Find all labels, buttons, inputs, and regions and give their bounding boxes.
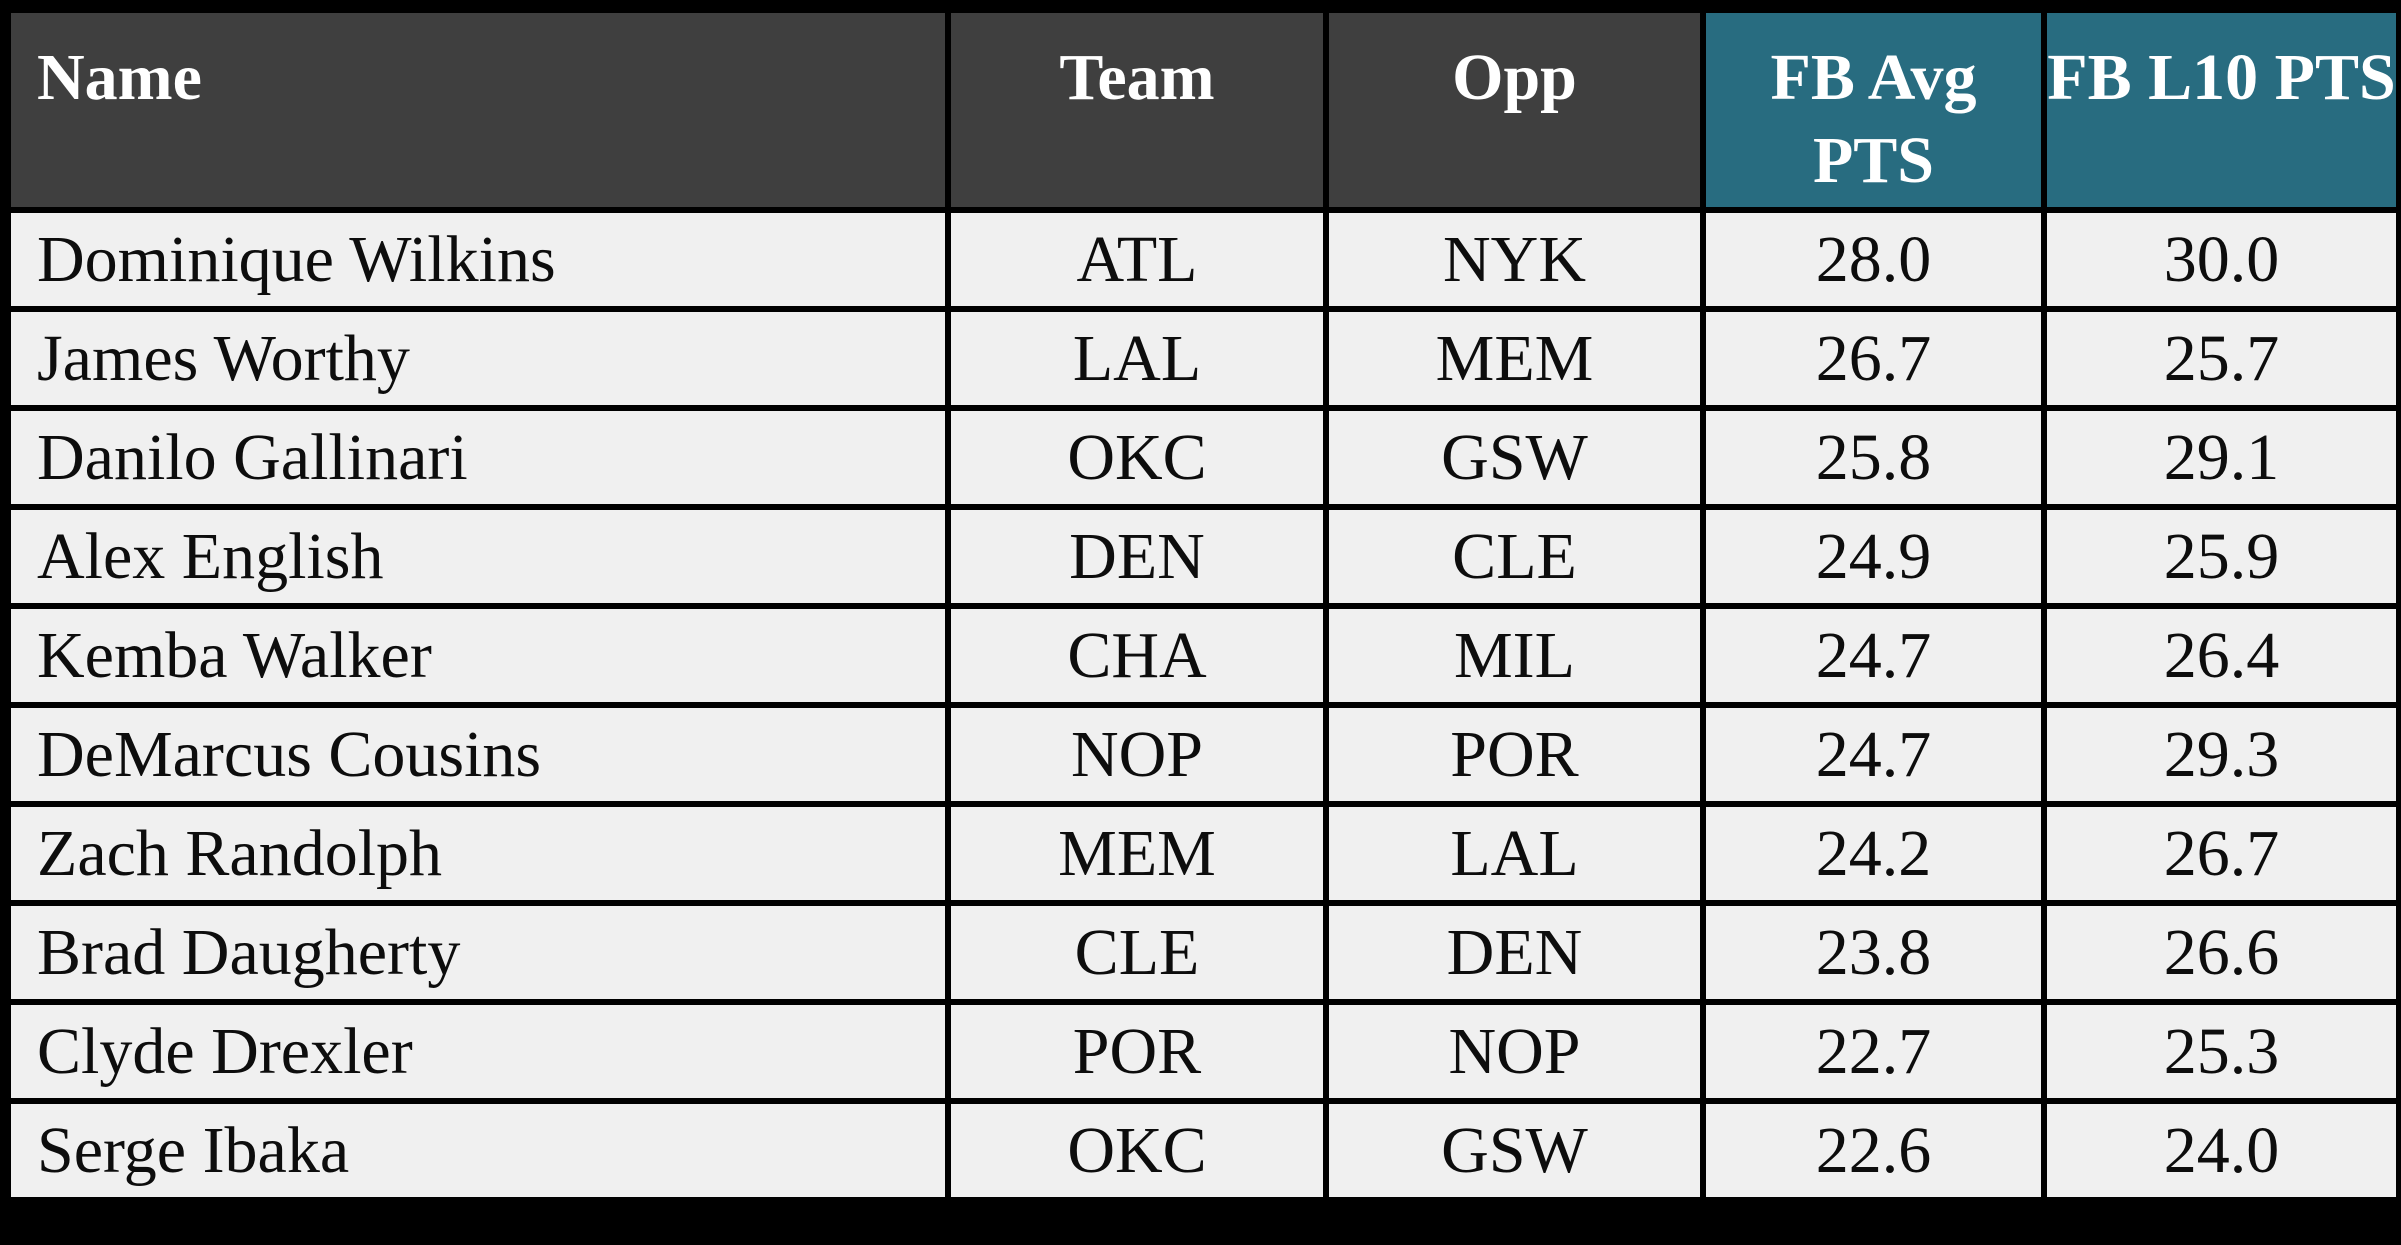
opp-cell: CLE bbox=[1323, 504, 1706, 609]
fb-l10-pts-cell: 25.7 bbox=[2041, 306, 2401, 411]
fb-avg-pts-cell: 26.7 bbox=[1700, 306, 2047, 411]
fb-avg-pts-cell: 28.0 bbox=[1700, 207, 2047, 312]
opp-cell: DEN bbox=[1323, 900, 1706, 1005]
opp-cell: POR bbox=[1323, 702, 1706, 807]
fb-l10-pts-cell: 24.0 bbox=[2041, 1098, 2401, 1203]
player-stats-table: Name Team Opp FB Avg PTS FB L10 PTS Domi… bbox=[5, 7, 2401, 1203]
team-cell: ATL bbox=[945, 207, 1329, 312]
fb-avg-pts-cell: 22.6 bbox=[1700, 1098, 2047, 1203]
table-row: Danilo Gallinari OKC GSW 25.8 29.1 bbox=[5, 405, 2401, 510]
column-header-team: Team bbox=[945, 7, 1329, 213]
fb-l10-pts-cell: 26.7 bbox=[2041, 801, 2401, 906]
table-row: Clyde Drexler POR NOP 22.7 25.3 bbox=[5, 999, 2401, 1104]
table-row: Dominique Wilkins ATL NYK 28.0 30.0 bbox=[5, 207, 2401, 312]
fb-l10-pts-cell: 25.3 bbox=[2041, 999, 2401, 1104]
fb-l10-pts-cell: 26.4 bbox=[2041, 603, 2401, 708]
opp-cell: MEM bbox=[1323, 306, 1706, 411]
table-row: Alex English DEN CLE 24.9 25.9 bbox=[5, 504, 2401, 609]
opp-cell: NOP bbox=[1323, 999, 1706, 1104]
opp-cell: GSW bbox=[1323, 405, 1706, 510]
player-name-cell: Danilo Gallinari bbox=[5, 405, 951, 510]
player-name-cell: Alex English bbox=[5, 504, 951, 609]
player-name-cell: Kemba Walker bbox=[5, 603, 951, 708]
team-cell: DEN bbox=[945, 504, 1329, 609]
team-cell: NOP bbox=[945, 702, 1329, 807]
table-row: DeMarcus Cousins NOP POR 24.7 29.3 bbox=[5, 702, 2401, 807]
table-row: Kemba Walker CHA MIL 24.7 26.4 bbox=[5, 603, 2401, 708]
fb-avg-pts-cell: 24.7 bbox=[1700, 603, 2047, 708]
team-cell: LAL bbox=[945, 306, 1329, 411]
fb-avg-pts-cell: 24.7 bbox=[1700, 702, 2047, 807]
header-row: Name Team Opp FB Avg PTS FB L10 PTS bbox=[5, 7, 2401, 213]
table-row: Brad Daugherty CLE DEN 23.8 26.6 bbox=[5, 900, 2401, 1005]
player-name-cell: Brad Daugherty bbox=[5, 900, 951, 1005]
player-name-cell: Serge Ibaka bbox=[5, 1098, 951, 1203]
table-row: Zach Randolph MEM LAL 24.2 26.7 bbox=[5, 801, 2401, 906]
team-cell: OKC bbox=[945, 1098, 1329, 1203]
table-row: Serge Ibaka OKC GSW 22.6 24.0 bbox=[5, 1098, 2401, 1203]
column-header-fb-l10-pts: FB L10 PTS bbox=[2041, 7, 2401, 213]
fb-l10-pts-cell: 25.9 bbox=[2041, 504, 2401, 609]
fb-avg-pts-cell: 23.8 bbox=[1700, 900, 2047, 1005]
fb-avg-pts-cell: 24.9 bbox=[1700, 504, 2047, 609]
opp-cell: MIL bbox=[1323, 603, 1706, 708]
fb-l10-pts-cell: 26.6 bbox=[2041, 900, 2401, 1005]
team-cell: OKC bbox=[945, 405, 1329, 510]
team-cell: POR bbox=[945, 999, 1329, 1104]
player-name-cell: DeMarcus Cousins bbox=[5, 702, 951, 807]
opp-cell: LAL bbox=[1323, 801, 1706, 906]
team-cell: CHA bbox=[945, 603, 1329, 708]
player-name-cell: Clyde Drexler bbox=[5, 999, 951, 1104]
fb-avg-pts-cell: 22.7 bbox=[1700, 999, 2047, 1104]
opp-cell: GSW bbox=[1323, 1098, 1706, 1203]
player-name-cell: Zach Randolph bbox=[5, 801, 951, 906]
column-header-name: Name bbox=[5, 7, 951, 213]
player-stats-table-container: Name Team Opp FB Avg PTS FB L10 PTS Domi… bbox=[5, 7, 2401, 1203]
team-cell: CLE bbox=[945, 900, 1329, 1005]
fb-l10-pts-cell: 29.1 bbox=[2041, 405, 2401, 510]
column-header-fb-avg-pts: FB Avg PTS bbox=[1700, 7, 2047, 213]
player-name-cell: James Worthy bbox=[5, 306, 951, 411]
player-name-cell: Dominique Wilkins bbox=[5, 207, 951, 312]
fb-avg-pts-cell: 24.2 bbox=[1700, 801, 2047, 906]
column-header-opp: Opp bbox=[1323, 7, 1706, 213]
table-row: James Worthy LAL MEM 26.7 25.7 bbox=[5, 306, 2401, 411]
fb-l10-pts-cell: 29.3 bbox=[2041, 702, 2401, 807]
opp-cell: NYK bbox=[1323, 207, 1706, 312]
fb-avg-pts-cell: 25.8 bbox=[1700, 405, 2047, 510]
fb-l10-pts-cell: 30.0 bbox=[2041, 207, 2401, 312]
team-cell: MEM bbox=[945, 801, 1329, 906]
